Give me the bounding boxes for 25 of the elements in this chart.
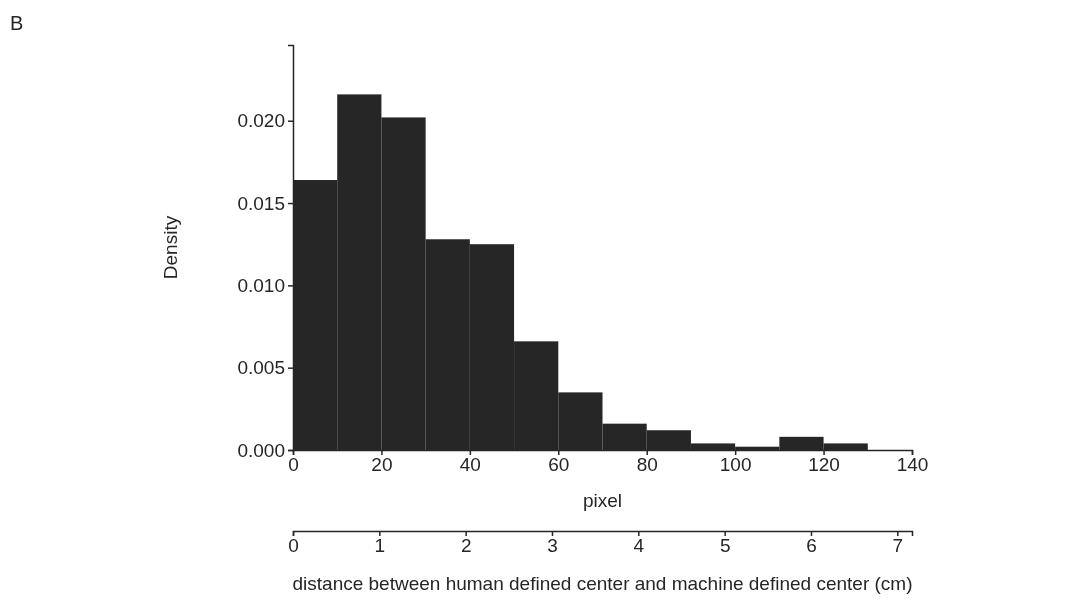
x2-tick-label: 0 [288,535,299,557]
x-tick-label: 100 [719,454,752,476]
x-axis-title: pixel [582,490,623,511]
x-tick-label: 140 [896,454,929,476]
y-tick-label: 0.000 [237,439,285,461]
x-tick-label: 40 [459,454,481,476]
x-tick-label: 0 [288,454,299,476]
x2-tick-label: 4 [633,535,645,557]
x-tick-label: 60 [548,454,570,476]
x2-axis-title: distance between human defined center and machine defined center (cm) [292,573,913,594]
x-tick-label: 80 [636,454,658,476]
x-tick-label: 120 [808,454,840,476]
x2-tick-label: 2 [460,535,472,557]
y-tick-label: 0.015 [237,192,285,214]
y-tick-label: 0.010 [237,274,285,296]
x-tick-label: 20 [371,454,393,476]
y-tick-label: 0.005 [237,357,285,379]
y-axis-title: Density [160,215,181,280]
x2-tick-label: 1 [374,535,386,557]
text: B [10,12,24,34]
x2-tick-label: 3 [547,535,558,557]
x2-tick-label: 5 [719,535,731,557]
y-tick-label: 0.020 [237,110,285,132]
x2-tick-label: 6 [806,535,817,557]
x2-tick-label: 7 [892,535,904,557]
